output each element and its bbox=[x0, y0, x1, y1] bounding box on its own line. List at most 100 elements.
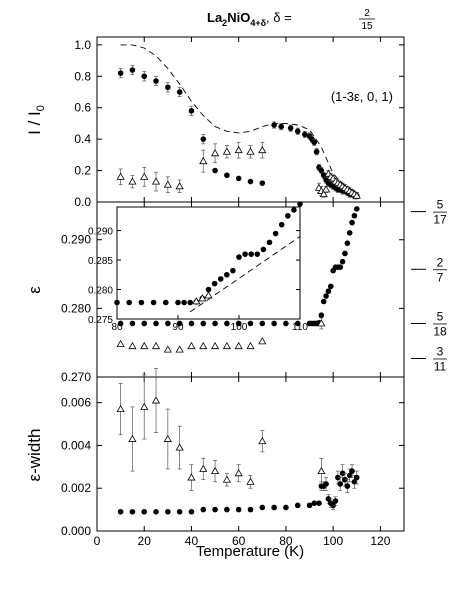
middle-point-open-triangle bbox=[151, 341, 161, 350]
middle-point-filled-circle bbox=[353, 206, 360, 212]
epsilon-fraction-den: 7 bbox=[437, 270, 444, 284]
middle-point-open-triangle bbox=[258, 337, 267, 345]
inset-point-open-triangle bbox=[192, 297, 201, 305]
title-la: La bbox=[207, 10, 223, 25]
inset-point-filled-circle bbox=[297, 201, 303, 207]
middle-point-open-triangle bbox=[175, 345, 184, 353]
epsilon-fraction-num: 3 bbox=[437, 344, 444, 358]
inset-point-filled-circle bbox=[211, 280, 218, 287]
inset-ytick-label: 0.290 bbox=[88, 227, 113, 238]
inset-ytick-label: 0.280 bbox=[88, 286, 113, 297]
bottom-point-filled-circle bbox=[323, 481, 329, 487]
inset-point-open-triangle bbox=[198, 294, 207, 302]
middle-point-filled-circle bbox=[176, 320, 183, 327]
bottom-xtick-label: 0 bbox=[94, 534, 101, 548]
top-point-open-triangle bbox=[128, 177, 137, 185]
middle-point-open-triangle bbox=[199, 341, 208, 350]
bottom-xtick-label: 20 bbox=[138, 534, 152, 548]
top-ylabel-sub: 0 bbox=[35, 105, 47, 111]
top-point-filled-circle bbox=[287, 125, 294, 131]
top-point-open-triangle bbox=[352, 191, 361, 199]
top-ytick-label: 1.0 bbox=[74, 38, 91, 52]
inset-point-filled-circle bbox=[254, 251, 261, 257]
inset-point-filled-circle bbox=[138, 299, 145, 306]
top-point-open-triangle bbox=[321, 185, 331, 193]
bottom-ytick-label: 0.004 bbox=[61, 438, 91, 452]
bottom-point-open-triangle bbox=[187, 473, 196, 481]
top-point-filled-circle bbox=[311, 139, 318, 146]
bottom-point-filled-circle bbox=[353, 474, 360, 481]
inset-point-filled-circle bbox=[205, 286, 212, 293]
bottom-point-open-triangle bbox=[210, 466, 220, 475]
middle-point-open-triangle bbox=[163, 345, 172, 353]
middle-point-open-triangle bbox=[210, 341, 220, 350]
epsilon-fraction-den: 17 bbox=[433, 213, 447, 227]
middle-point-filled-circle bbox=[200, 320, 207, 327]
middle-point-filled-circle bbox=[224, 320, 230, 327]
middle-point-filled-circle bbox=[344, 240, 351, 246]
inset-point-filled-circle bbox=[278, 221, 285, 228]
bottom-point-filled-circle bbox=[176, 508, 183, 515]
bottom-xlabel: Temperature (K) bbox=[196, 543, 304, 560]
bottom-point-open-triangle bbox=[222, 475, 231, 483]
top-ytick-label: 0.6 bbox=[74, 101, 91, 115]
top-point-filled-circle bbox=[278, 123, 285, 130]
bottom-point-filled-circle bbox=[349, 468, 355, 474]
bottom-ytick-label: 0.000 bbox=[61, 524, 91, 538]
inset-point-filled-circle bbox=[260, 246, 267, 253]
middle-point-filled-circle bbox=[337, 264, 344, 270]
middle-point-filled-circle bbox=[349, 219, 355, 226]
top-point-open-triangle bbox=[199, 156, 208, 165]
bottom-ytick-label: 0.006 bbox=[61, 396, 91, 410]
inset-ytick-label: 0.275 bbox=[88, 315, 113, 326]
bottom-xtick-label: 60 bbox=[232, 534, 246, 548]
top-point-open-triangle bbox=[175, 182, 184, 190]
bottom-point-filled-circle bbox=[259, 504, 266, 511]
middle-point-filled-circle bbox=[188, 320, 195, 327]
inset-ytick-label: 0.285 bbox=[88, 256, 113, 267]
bottom-ylabel: ε-width bbox=[25, 429, 44, 482]
bottom-point-filled-circle bbox=[346, 472, 353, 479]
bottom-panel-frame bbox=[96, 376, 405, 532]
svg-text:I / I0: I / I0 bbox=[25, 105, 47, 135]
title-delta-num: 2 bbox=[364, 8, 370, 19]
bottom-xtick-label: 40 bbox=[185, 534, 199, 548]
top-point-filled-circle bbox=[141, 73, 148, 80]
bottom-point-open-triangle bbox=[258, 436, 267, 445]
bottom-point-filled-circle bbox=[342, 476, 348, 483]
bottom-point-filled-circle bbox=[153, 508, 159, 515]
inset-point-filled-circle bbox=[224, 271, 230, 278]
middle-point-filled-circle bbox=[294, 320, 301, 327]
bottom-point-open-triangle bbox=[234, 469, 243, 477]
top-ytick-label: 0.0 bbox=[74, 195, 91, 209]
middle-point-filled-circle bbox=[247, 320, 254, 327]
bottom-xtick-label: 100 bbox=[323, 534, 343, 548]
inset-xtick-label: 80 bbox=[111, 322, 123, 333]
inset-point-filled-circle bbox=[230, 267, 236, 274]
top-point-filled-circle bbox=[176, 89, 183, 95]
epsilon-fraction-num: 5 bbox=[437, 309, 444, 323]
bottom-point-filled-circle bbox=[271, 504, 277, 511]
top-point-filled-circle bbox=[235, 175, 242, 182]
top-point-filled-circle bbox=[153, 78, 159, 84]
top-point-filled-circle bbox=[302, 131, 308, 138]
middle-point-open-triangle bbox=[116, 339, 125, 348]
bottom-point-filled-circle bbox=[337, 481, 344, 487]
bottom-point-open-triangle bbox=[246, 477, 255, 485]
title-delta-den: 15 bbox=[361, 21, 373, 32]
bottom-point-filled-circle bbox=[165, 508, 171, 515]
bottom-point-filled-circle bbox=[200, 506, 207, 513]
middle-point-filled-circle bbox=[259, 320, 266, 327]
bottom-point-filled-circle bbox=[344, 483, 351, 489]
middle-point-open-triangle bbox=[234, 341, 243, 350]
middle-ytick-label: 0.270 bbox=[61, 370, 91, 384]
inset-point-filled-circle bbox=[150, 299, 157, 306]
inset-xtick-label: 110 bbox=[292, 322, 308, 333]
top-point-open-triangle bbox=[116, 172, 125, 180]
top-point-filled-circle bbox=[259, 180, 266, 186]
inset-point-filled-circle bbox=[248, 251, 254, 257]
top-point-open-triangle bbox=[140, 172, 149, 180]
top-point-open-triangle bbox=[258, 145, 267, 154]
bottom-point-open-triangle bbox=[128, 434, 137, 442]
